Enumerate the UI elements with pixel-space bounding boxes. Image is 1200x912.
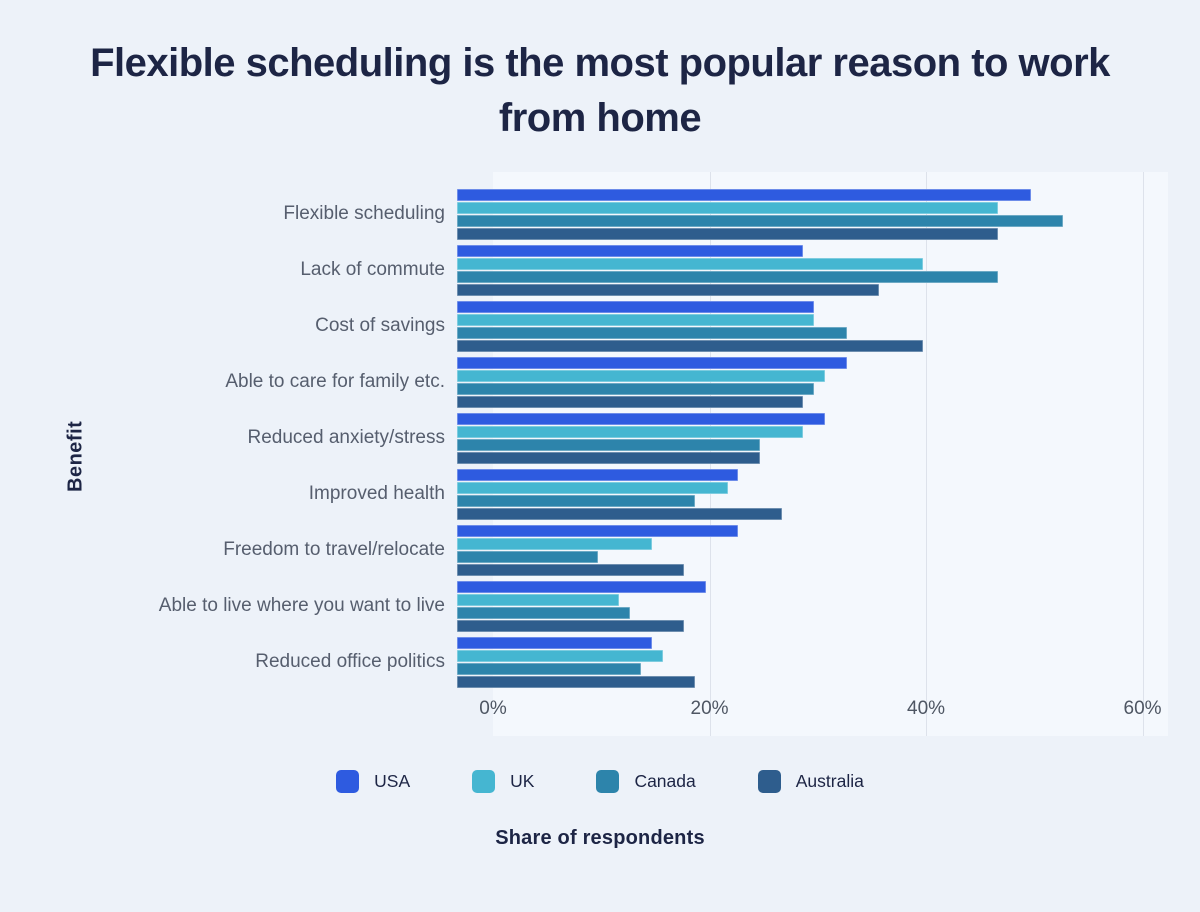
- legend-item-canada: Canada: [596, 770, 696, 794]
- bar-australia: [457, 675, 696, 688]
- bar-usa: [457, 188, 1031, 201]
- x-tick-label: 20%: [690, 698, 729, 720]
- bar-group: [457, 578, 1132, 634]
- bar-australia: [457, 507, 782, 520]
- legend-swatch-icon: [472, 770, 496, 794]
- category-row: Flexible scheduling: [94, 186, 1168, 242]
- bar-usa: [457, 356, 847, 369]
- bar-uk: [457, 537, 652, 550]
- bar-group: [457, 298, 1132, 354]
- legend-item-usa: USA: [336, 770, 411, 794]
- bar-group: [457, 354, 1132, 410]
- legend-label: Canada: [634, 771, 696, 792]
- bar-usa: [457, 580, 706, 593]
- bar-uk: [457, 201, 999, 214]
- category-label: Cost of savings: [315, 315, 445, 337]
- bar-australia: [457, 283, 880, 296]
- x-axis-title: Share of respondents: [495, 827, 705, 850]
- bar-group: [457, 522, 1132, 578]
- category-label: Able to live where you want to live: [158, 595, 445, 617]
- bar-canada: [457, 438, 761, 451]
- bar-canada: [457, 662, 642, 675]
- bar-group: [457, 634, 1132, 690]
- category-row: Freedom to travel/relocate: [94, 522, 1168, 578]
- bar-group: [457, 242, 1132, 298]
- category-label: Able to care for family etc.: [225, 371, 445, 393]
- x-tick-label: 0%: [479, 698, 507, 720]
- bar-canada: [457, 494, 696, 507]
- bar-australia: [457, 395, 804, 408]
- bar-group: [457, 410, 1132, 466]
- legend-swatch-icon: [757, 770, 781, 794]
- legend-swatch-icon: [336, 770, 360, 794]
- bar-usa: [457, 300, 815, 313]
- bar-canada: [457, 550, 598, 563]
- bar-australia: [457, 339, 923, 352]
- bar-uk: [457, 425, 804, 438]
- plot-rows: Flexible scheduling Lack of commute Cost o…: [94, 186, 1168, 690]
- bar-usa: [457, 636, 652, 649]
- category-row: Lack of commute: [94, 242, 1168, 298]
- x-axis-ticks: 0% 20% 40% 60%: [479, 696, 1168, 726]
- legend-label: UK: [510, 771, 535, 792]
- bar-uk: [457, 593, 620, 606]
- category-row: Improved health: [94, 466, 1168, 522]
- bar-uk: [457, 481, 728, 494]
- bar-uk: [457, 369, 826, 382]
- category-row: Able to live where you want to live: [94, 578, 1168, 634]
- gridline-60: [1142, 172, 1144, 737]
- bar-usa: [457, 412, 826, 425]
- bar-uk: [457, 257, 923, 270]
- bar-australia: [457, 563, 685, 576]
- category-label: Flexible scheduling: [283, 203, 445, 225]
- legend-item-australia: Australia: [757, 770, 864, 794]
- category-label: Lack of commute: [300, 259, 445, 281]
- bar-canada: [457, 214, 1064, 227]
- x-tick-label: 40%: [907, 698, 946, 720]
- bar-usa: [457, 468, 739, 481]
- bar-canada: [457, 326, 847, 339]
- legend-swatch-icon: [596, 770, 620, 794]
- bar-uk: [457, 313, 815, 326]
- bar-australia: [457, 227, 999, 240]
- bar-usa: [457, 524, 739, 537]
- bar-group: [457, 186, 1132, 242]
- category-row: Reduced anxiety/stress: [94, 410, 1168, 466]
- bar-canada: [457, 606, 631, 619]
- bar-usa: [457, 244, 804, 257]
- chart-title: Flexible scheduling is the most popular …: [90, 41, 1110, 141]
- category-label: Improved health: [308, 483, 445, 505]
- y-axis-title: Benefit: [64, 420, 87, 493]
- plot-wrap: Flexible scheduling Lack of commute Cost o…: [94, 172, 1168, 737]
- bar-group: [457, 466, 1132, 522]
- category-label: Reduced anxiety/stress: [247, 427, 446, 449]
- legend: USA UK Canada Australia: [0, 770, 1200, 794]
- legend-item-uk: UK: [472, 770, 535, 794]
- category-row: Cost of savings: [94, 298, 1168, 354]
- category-row: Reduced office politics: [94, 634, 1168, 690]
- bar-canada: [457, 270, 999, 283]
- category-label: Reduced office politics: [255, 651, 445, 673]
- legend-label: Australia: [795, 771, 864, 792]
- legend-label: USA: [374, 771, 411, 792]
- category-row: Able to care for family etc.: [94, 354, 1168, 410]
- bar-australia: [457, 619, 685, 632]
- bar-uk: [457, 649, 663, 662]
- bar-australia: [457, 451, 761, 464]
- bar-canada: [457, 382, 815, 395]
- gridline-40: [926, 172, 928, 737]
- chart-area: Benefit Flexible scheduling Lack of commu…: [0, 172, 1200, 737]
- category-label: Freedom to travel/relocate: [223, 539, 445, 561]
- x-tick-label: 60%: [1123, 698, 1162, 720]
